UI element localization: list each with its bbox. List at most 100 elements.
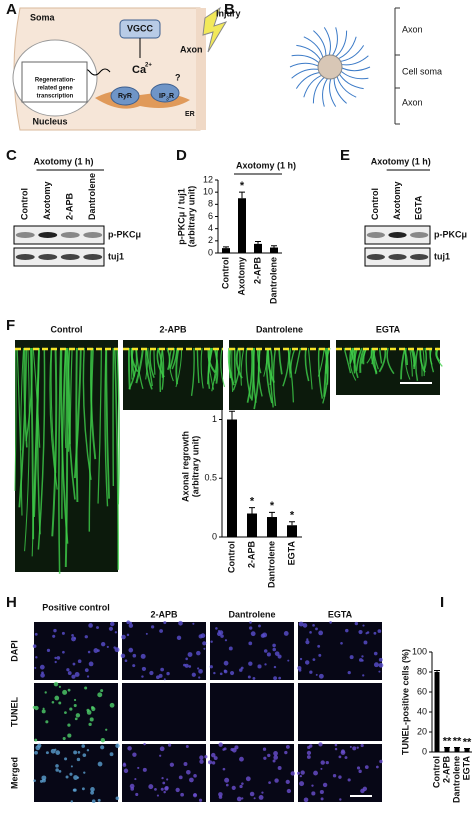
significance: * xyxy=(290,510,295,522)
cell-stain xyxy=(160,667,164,672)
axon-stain xyxy=(220,347,226,388)
cell-stain xyxy=(86,675,90,678)
cell-stain xyxy=(302,623,308,628)
cell-stain xyxy=(33,779,36,783)
cell-stain xyxy=(239,784,243,789)
error-bar xyxy=(239,191,245,199)
cell-stain xyxy=(267,753,271,758)
cell-stain xyxy=(262,632,268,638)
axon-stain xyxy=(196,347,200,384)
cell-stain xyxy=(228,646,233,651)
cell-stain xyxy=(41,709,46,714)
cell-stain xyxy=(223,747,227,751)
x-tick-label: Dantrolene xyxy=(268,257,278,304)
cell-stain xyxy=(334,747,338,751)
cell-stain xyxy=(115,796,120,801)
cell-stain xyxy=(347,778,351,782)
cell-stain xyxy=(322,782,328,788)
axon-stain xyxy=(370,347,378,374)
cell-stain xyxy=(319,789,324,795)
cell-stain xyxy=(315,627,318,631)
axon-stain xyxy=(423,347,428,372)
band xyxy=(83,232,103,238)
cell-stain xyxy=(162,781,166,785)
cell-stain xyxy=(257,664,262,669)
axon-stain xyxy=(307,347,313,390)
cell-stain xyxy=(203,647,206,650)
cell-stain xyxy=(245,776,251,782)
cell-stain xyxy=(198,634,203,639)
x-tick-label: Control xyxy=(220,257,230,289)
blot-label: tuj1 xyxy=(434,251,450,261)
cell-stain xyxy=(115,743,120,748)
cell-stain xyxy=(71,633,74,637)
cell-stain xyxy=(192,622,195,625)
cell-stain xyxy=(239,668,243,672)
cell-stain xyxy=(349,745,352,748)
cell-stain xyxy=(77,659,82,664)
label: R xyxy=(169,93,174,100)
axon-stain xyxy=(200,347,204,389)
axon-stain xyxy=(409,347,413,377)
cell-stain xyxy=(249,791,255,797)
cell-stain xyxy=(218,795,223,799)
axon-stain xyxy=(386,347,395,375)
axon-stain xyxy=(75,347,79,503)
cell-stain xyxy=(379,759,383,764)
cell-stain xyxy=(303,797,309,803)
cell-stain xyxy=(377,629,382,633)
y-tick-label: 4 xyxy=(208,223,213,233)
lane-label: Control xyxy=(370,188,380,220)
label: Axon xyxy=(180,44,203,54)
x-tick-label: Dantrolene xyxy=(451,756,461,803)
cell-stain xyxy=(74,672,80,677)
cell-stain xyxy=(73,698,77,702)
label: Soma xyxy=(30,12,56,22)
cell-stain xyxy=(218,742,223,747)
cell-stain xyxy=(376,765,379,769)
y-axis-label: p-PKCμ / tuj1 xyxy=(176,188,186,245)
axon-stain xyxy=(82,347,92,481)
cell-stain xyxy=(283,631,289,636)
axon-stain xyxy=(97,347,102,504)
cell-stain xyxy=(318,673,324,679)
cell-stain xyxy=(67,733,72,738)
cell-stain xyxy=(61,631,65,635)
cell-stain xyxy=(325,760,329,765)
cell-stain xyxy=(81,744,86,748)
cell-stain xyxy=(219,672,223,676)
x-tick-label: 2-APB xyxy=(441,756,451,784)
cell-stain xyxy=(74,717,78,721)
cell-stain xyxy=(349,655,354,660)
cell-stain xyxy=(213,671,216,675)
row-label: Merged xyxy=(9,757,19,789)
cell-stain xyxy=(97,761,103,767)
cell-stain xyxy=(185,745,189,748)
cell-stain xyxy=(71,674,76,679)
column-label: 2-APB xyxy=(150,609,178,619)
label: Injury xyxy=(216,8,241,18)
schematic-a xyxy=(12,6,228,131)
axon-stain xyxy=(116,347,120,505)
axon-stain xyxy=(20,347,25,451)
cell-stain xyxy=(90,706,95,710)
axon-stain xyxy=(294,347,302,374)
cell-stain xyxy=(52,634,56,638)
cell-stain xyxy=(75,713,81,718)
cell-stain xyxy=(213,756,218,761)
axon-stain xyxy=(89,347,97,460)
cell-stain xyxy=(164,786,169,791)
cell-stain xyxy=(299,657,303,661)
cell-stain xyxy=(345,628,349,633)
micrograph xyxy=(122,683,206,741)
cell-stain xyxy=(258,624,261,628)
y-tick-label: 100 xyxy=(412,646,427,656)
cell-stain xyxy=(100,689,104,693)
band xyxy=(83,254,103,260)
cell-stain xyxy=(207,760,213,765)
cell-stain xyxy=(264,663,267,666)
cell-stain xyxy=(362,674,365,677)
cell-stain xyxy=(93,648,99,653)
cell-stain xyxy=(62,736,66,741)
x-tick-label: Dantrolene xyxy=(266,541,276,588)
